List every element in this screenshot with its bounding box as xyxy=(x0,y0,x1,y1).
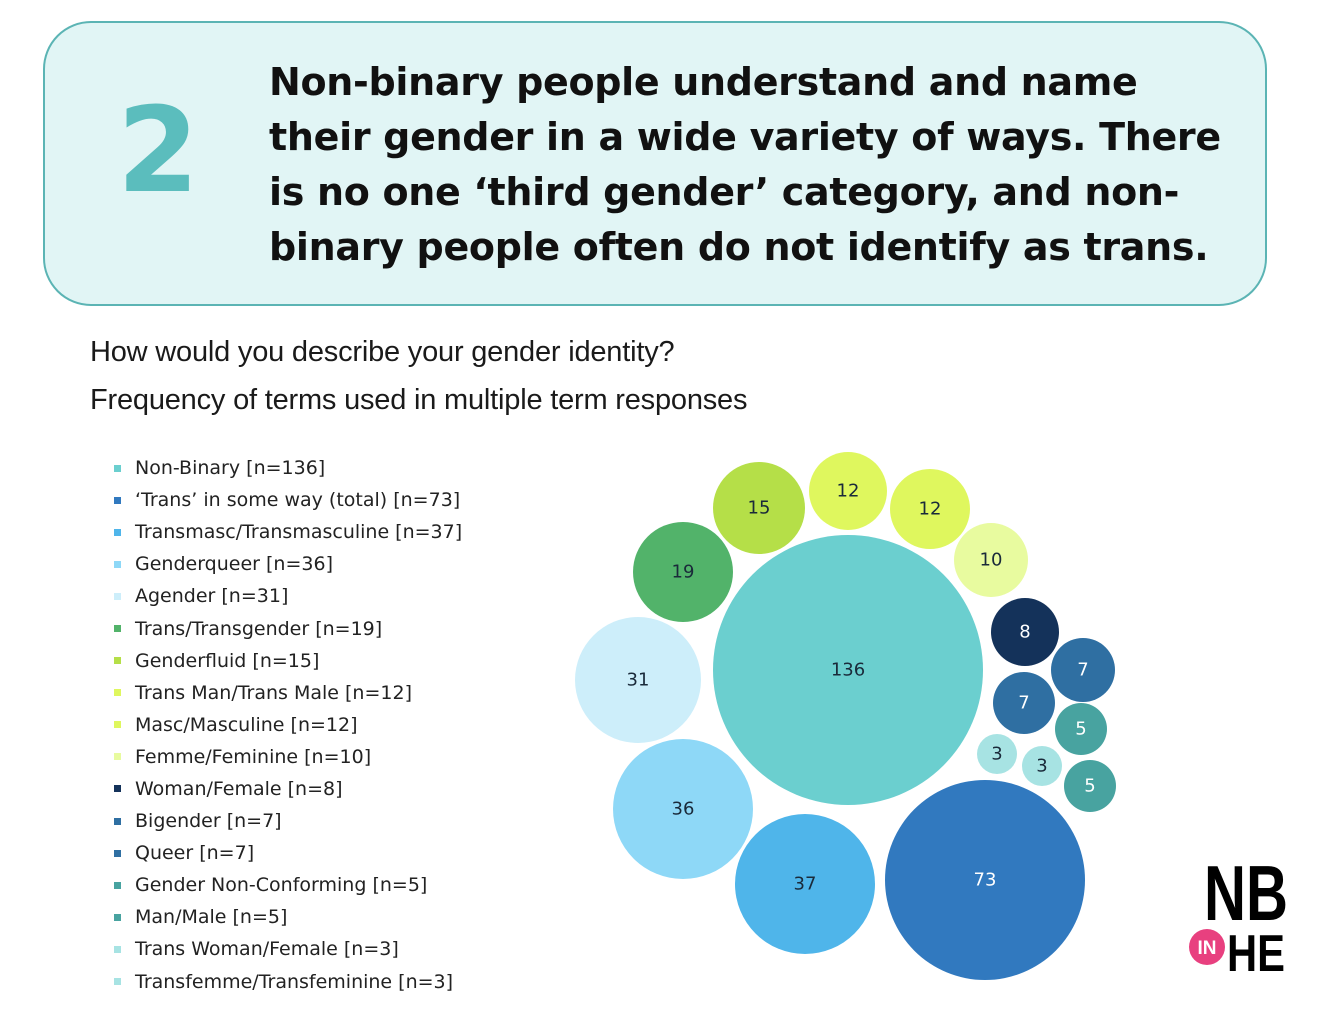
legend-swatch-icon xyxy=(114,849,121,857)
legend-label: Femme/Feminine [n=10] xyxy=(135,745,372,768)
bubble-circle xyxy=(890,469,970,549)
legend-item: Genderfluid [n=15] xyxy=(114,645,462,677)
nbinhe-logo: NB IN HE xyxy=(1189,856,1288,974)
legend-label: Transfemme/Transfeminine [n=3] xyxy=(135,970,454,993)
legend-item: Agender [n=31] xyxy=(114,580,462,612)
bubble: 136 xyxy=(713,535,983,805)
legend-swatch-icon xyxy=(114,657,121,665)
legend-label: Woman/Female [n=8] xyxy=(135,777,343,800)
legend-swatch-icon xyxy=(114,978,121,986)
bubble-circle xyxy=(713,535,983,805)
legend-swatch-icon xyxy=(114,753,121,761)
legend-label: Genderqueer [n=36] xyxy=(135,553,333,576)
legend-item: Trans/Transgender [n=19] xyxy=(114,612,462,644)
legend-swatch-icon xyxy=(114,592,121,600)
bubble: 5 xyxy=(1055,703,1107,755)
bubble-circle xyxy=(993,672,1055,734)
legend-label: Genderfluid [n=15] xyxy=(135,649,320,672)
bubble: 12 xyxy=(890,469,970,549)
legend-swatch-icon xyxy=(114,528,121,536)
legend-label: Trans/Transgender [n=19] xyxy=(135,617,383,640)
bubble-circle xyxy=(613,739,753,879)
legend-swatch-icon xyxy=(114,689,121,697)
legend-swatch-icon xyxy=(114,464,121,472)
bubble: 7 xyxy=(993,672,1055,734)
legend-swatch-icon xyxy=(114,721,121,729)
bubble: 7 xyxy=(1051,638,1115,702)
bubble: 37 xyxy=(735,814,875,954)
legend-label: Transmasc/Transmasculine [n=37] xyxy=(135,521,463,544)
legend-swatch-icon xyxy=(114,817,121,825)
legend-label: ‘Trans’ in some way (total) [n=73] xyxy=(135,489,461,512)
chart-subtitle: Frequency of terms used in multiple term… xyxy=(90,384,748,416)
bubble-circle xyxy=(885,780,1085,980)
legend-swatch-icon xyxy=(114,945,121,953)
legend-item: Masc/Masculine [n=12] xyxy=(114,709,462,741)
bubble-circle xyxy=(735,814,875,954)
logo-nb-text: NB xyxy=(1204,856,1288,937)
bubble-circle xyxy=(1022,746,1062,786)
bubble: 3 xyxy=(1022,746,1062,786)
legend-item: Non-Binary [n=136] xyxy=(114,452,462,484)
legend-item: Transfemme/Transfeminine [n=3] xyxy=(114,966,462,998)
legend-label: Gender Non-Conforming [n=5] xyxy=(135,874,428,897)
bubble: 10 xyxy=(954,523,1028,597)
bubble-circle xyxy=(575,617,701,743)
legend-item: ‘Trans’ in some way (total) [n=73] xyxy=(114,484,462,516)
legend-swatch-icon xyxy=(114,785,121,793)
legend-swatch-icon xyxy=(114,881,121,889)
legend-label: Bigender [n=7] xyxy=(135,810,282,833)
bubble-circle xyxy=(809,452,887,530)
bubble: 36 xyxy=(613,739,753,879)
bubble: 12 xyxy=(809,452,887,530)
legend-swatch-icon xyxy=(114,496,121,504)
chart-question: How would you describe your gender ident… xyxy=(90,336,675,368)
legend-item: Queer [n=7] xyxy=(114,837,462,869)
legend-label: Non-Binary [n=136] xyxy=(135,457,326,480)
legend-item: Trans Man/Trans Male [n=12] xyxy=(114,677,462,709)
legend-item: Trans Woman/Female [n=3] xyxy=(114,933,462,965)
bubble: 73 xyxy=(885,780,1085,980)
legend-item: Woman/Female [n=8] xyxy=(114,773,462,805)
logo-he-text: HE xyxy=(1227,925,1285,974)
bubble-circle xyxy=(1055,703,1107,755)
legend-swatch-icon xyxy=(114,625,121,633)
legend-item: Bigender [n=7] xyxy=(114,805,462,837)
legend-label: Queer [n=7] xyxy=(135,842,255,865)
chart-legend: Non-Binary [n=136] ‘Trans’ in some way (t… xyxy=(114,452,462,998)
legend-item: Gender Non-Conforming [n=5] xyxy=(114,869,462,901)
logo-in-badge xyxy=(1189,929,1225,965)
legend-label: Man/Male [n=5] xyxy=(135,906,288,929)
bubble: 3 xyxy=(977,734,1017,774)
bubble-circle xyxy=(1064,760,1116,812)
bubble-circle xyxy=(1051,638,1115,702)
legend-item: Femme/Feminine [n=10] xyxy=(114,741,462,773)
bubble-circle xyxy=(954,523,1028,597)
legend-label: Trans Man/Trans Male [n=12] xyxy=(135,681,412,704)
bubble-circle xyxy=(991,598,1059,666)
finding-number: 2 xyxy=(117,81,200,219)
key-finding-banner: 2 Non-binary people understand and name … xyxy=(43,21,1267,306)
legend-swatch-icon xyxy=(114,913,121,921)
legend-item: Transmasc/Transmasculine [n=37] xyxy=(114,516,462,548)
legend-item: Genderqueer [n=36] xyxy=(114,548,462,580)
logo-in-text: IN xyxy=(1198,938,1217,959)
bubble: 5 xyxy=(1064,760,1116,812)
bubble-circle xyxy=(713,462,805,554)
bubble: 15 xyxy=(713,462,805,554)
bubble-circle xyxy=(977,734,1017,774)
finding-text: Non-binary people understand and name th… xyxy=(269,60,1221,269)
bubble: 19 xyxy=(633,522,733,622)
legend-label: Trans Woman/Female [n=3] xyxy=(135,938,399,961)
bubble: 31 xyxy=(575,617,701,743)
legend-label: Agender [n=31] xyxy=(135,585,289,608)
legend-label: Masc/Masculine [n=12] xyxy=(135,713,358,736)
legend-swatch-icon xyxy=(114,560,121,568)
bubble-circle xyxy=(633,522,733,622)
bubble: 8 xyxy=(991,598,1059,666)
legend-item: Man/Male [n=5] xyxy=(114,901,462,933)
